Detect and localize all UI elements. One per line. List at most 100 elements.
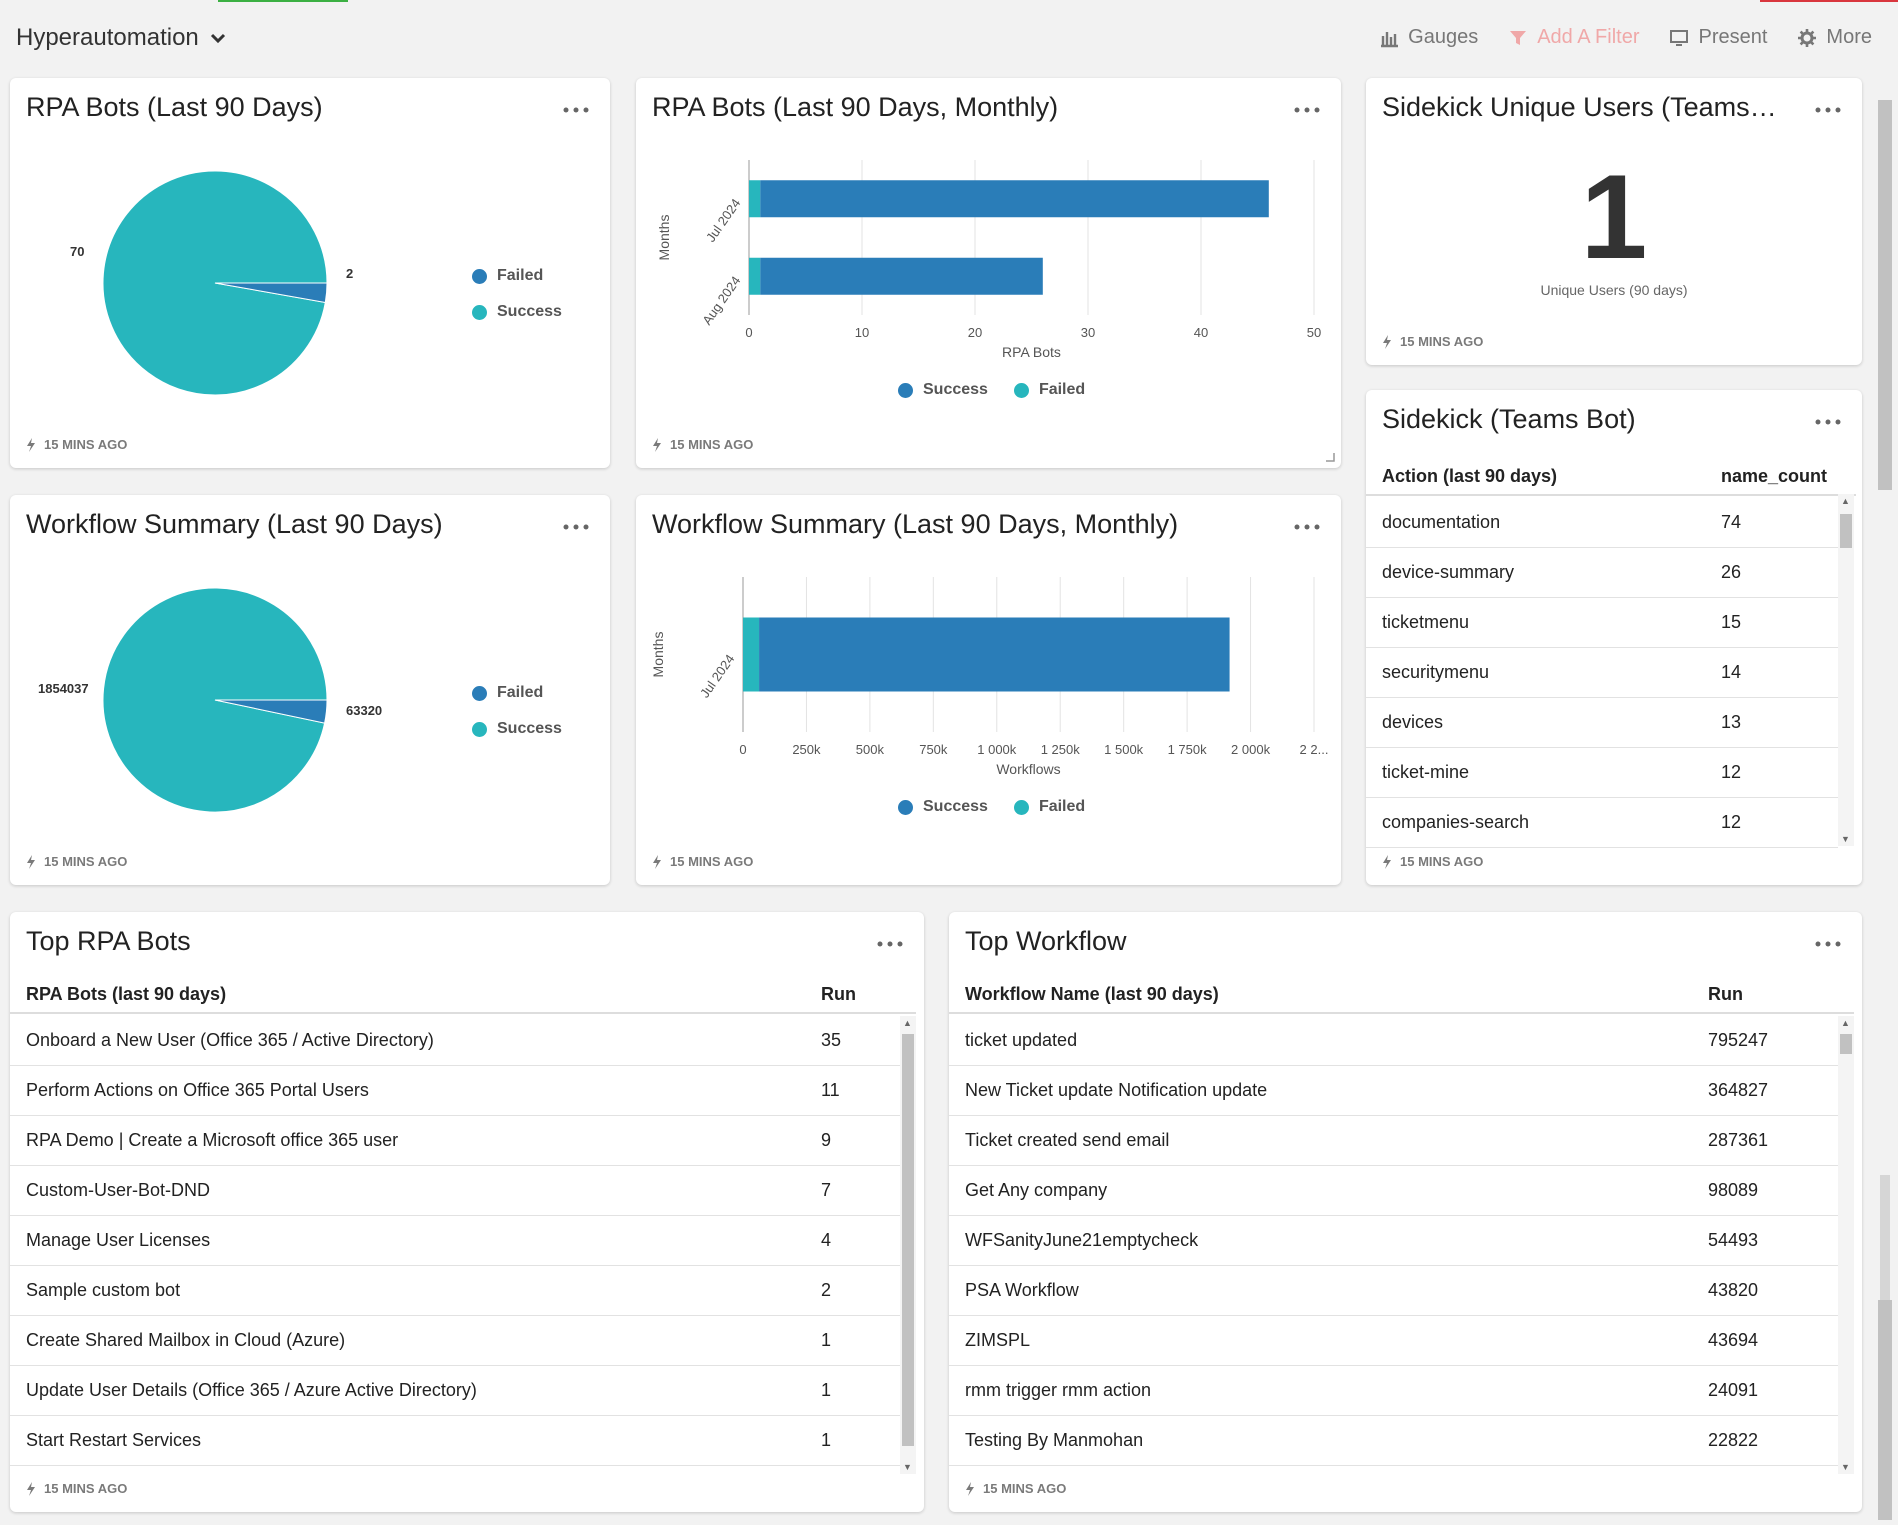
column-header[interactable]: RPA Bots (last 90 days) bbox=[26, 984, 227, 1004]
table-row[interactable]: securitymenu 14 bbox=[1366, 648, 1838, 698]
legend-item-success[interactable]: Success bbox=[898, 372, 988, 408]
legend-item-success[interactable]: Success bbox=[898, 789, 988, 825]
table-row[interactable]: Start Restart Services 1 bbox=[10, 1416, 900, 1466]
card-menu-button[interactable] bbox=[1814, 928, 1842, 954]
table-row[interactable]: rmm trigger rmm action 24091 bbox=[949, 1366, 1838, 1416]
table-row[interactable]: Sample custom bot 2 bbox=[10, 1266, 900, 1316]
table-header: RPA Bots (last 90 days) Run bbox=[10, 974, 916, 1014]
page-scrollbar-thumb-lower[interactable] bbox=[1878, 1300, 1892, 1520]
table-row[interactable]: Ticket created send email 287361 bbox=[949, 1116, 1838, 1166]
cell-count: 74 bbox=[1721, 512, 1742, 532]
card-menu-button[interactable] bbox=[876, 928, 904, 954]
table-row[interactable]: ticket-mine 12 bbox=[1366, 748, 1838, 798]
card-menu-button[interactable] bbox=[562, 94, 590, 120]
cell-name: Testing By Manmohan bbox=[965, 1430, 1144, 1450]
table-row[interactable]: devices 13 bbox=[1366, 698, 1838, 748]
table-row[interactable]: Onboard a New User (Office 365 / Active … bbox=[10, 1016, 900, 1066]
pie-slices bbox=[102, 170, 328, 396]
pie-slice-failed bbox=[214, 699, 328, 724]
cell-count: 364827 bbox=[1708, 1080, 1769, 1100]
table-row[interactable]: Custom-User-Bot-DND 7 bbox=[10, 1166, 900, 1216]
cell-name: Ticket created send email bbox=[965, 1130, 1170, 1150]
scrollbar-thumb[interactable] bbox=[1840, 1034, 1852, 1054]
y-axis-label: Months bbox=[656, 215, 672, 261]
card-menu-button[interactable] bbox=[1814, 406, 1842, 432]
cell-name: Perform Actions on Office 365 Portal Use… bbox=[26, 1080, 369, 1100]
legend-item-failed[interactable]: Failed bbox=[472, 675, 562, 711]
table-row[interactable]: Create Shared Mailbox in Cloud (Azure) 1 bbox=[10, 1316, 900, 1366]
y-axis-label: Months bbox=[650, 632, 666, 678]
cell-name: Start Restart Services bbox=[26, 1430, 202, 1450]
cell-name: documentation bbox=[1382, 512, 1501, 532]
legend-item-failed[interactable]: Failed bbox=[1013, 789, 1085, 825]
table-scrollbar[interactable]: ▲ ▼ bbox=[1838, 1016, 1854, 1474]
column-header[interactable]: Workflow Name (last 90 days) bbox=[965, 984, 1219, 1004]
x-tick-label: 2 000k bbox=[1231, 742, 1271, 757]
table-row[interactable]: Update User Details (Office 365 / Azure … bbox=[10, 1366, 900, 1416]
table-row[interactable]: RPA Demo | Create a Microsoft office 365… bbox=[10, 1116, 900, 1166]
card-top-rpa-bots: Top RPA Bots RPA Bots (last 90 days) Run… bbox=[10, 912, 924, 1512]
table-row[interactable]: device-summary 26 bbox=[1366, 548, 1838, 598]
table-row[interactable]: Testing By Manmohan 22822 bbox=[949, 1416, 1838, 1466]
card-footer: 15 MINS AGO bbox=[26, 1481, 127, 1496]
table-row[interactable]: WFSanityJune21emptycheck 54493 bbox=[949, 1216, 1838, 1266]
column-header[interactable]: Action (last 90 days) bbox=[1382, 466, 1558, 486]
legend-item-success[interactable]: Success bbox=[472, 711, 562, 747]
page-scrollbar-thumb-secondary[interactable] bbox=[1880, 1175, 1890, 1323]
cell-name: PSA Workflow bbox=[965, 1280, 1079, 1300]
table-scrollbar[interactable]: ▲ ▼ bbox=[900, 1016, 916, 1474]
present-button[interactable]: Present bbox=[1669, 26, 1767, 49]
cell-count: 24091 bbox=[1708, 1380, 1759, 1400]
card-title: Sidekick (Teams Bot) bbox=[1382, 404, 1636, 434]
legend-item-failed[interactable]: Failed bbox=[1013, 372, 1085, 408]
legend-item-success[interactable]: Success bbox=[472, 294, 562, 330]
table-row[interactable]: ZIMSPL 43694 bbox=[949, 1316, 1838, 1366]
legend-item-failed[interactable]: Failed bbox=[472, 258, 562, 294]
table-row[interactable]: PSA Workflow 43820 bbox=[949, 1266, 1838, 1316]
page-scrollbar[interactable] bbox=[1876, 80, 1894, 1520]
cell-name: WFSanityJune21emptycheck bbox=[965, 1230, 1199, 1250]
more-horizontal-icon bbox=[1815, 107, 1841, 113]
table-row[interactable]: ticket updated 795247 bbox=[949, 1016, 1838, 1066]
scrollbar-thumb[interactable] bbox=[902, 1034, 914, 1446]
table-row[interactable]: Get Any company 98089 bbox=[949, 1166, 1838, 1216]
workflow-monthly-bar-chart: 0 250k 500k 750k 1 000k 1 250k 1 500k 1 750k 2 0… bbox=[650, 577, 1328, 777]
column-header[interactable]: Run bbox=[821, 984, 856, 1004]
table-body: Onboard a New User (Office 365 / Active … bbox=[10, 1016, 900, 1476]
bar-success bbox=[760, 180, 1269, 218]
cell-name: ZIMSPL bbox=[965, 1330, 1031, 1350]
more-horizontal-icon bbox=[1815, 419, 1841, 425]
table-row[interactable]: ticketmenu 15 bbox=[1366, 598, 1838, 648]
scrollbar-thumb[interactable] bbox=[1840, 514, 1852, 548]
card-menu-button[interactable] bbox=[1814, 94, 1842, 120]
cell-count: 14 bbox=[1721, 662, 1742, 682]
table-row[interactable]: companies-search 12 bbox=[1366, 798, 1838, 848]
y-tick-label: Aug 2024 bbox=[699, 273, 743, 327]
add-filter-button[interactable]: Add A Filter bbox=[1508, 26, 1639, 49]
more-horizontal-icon bbox=[1294, 107, 1320, 113]
more-button[interactable]: More bbox=[1797, 26, 1872, 49]
cell-count: 35 bbox=[821, 1030, 842, 1050]
column-header[interactable]: name_count bbox=[1721, 466, 1828, 486]
column-header[interactable]: Run bbox=[1708, 984, 1743, 1004]
table-row[interactable]: Perform Actions on Office 365 Portal Use… bbox=[10, 1066, 900, 1116]
dashboard-title: Hyperautomation bbox=[16, 24, 199, 51]
resize-handle-icon[interactable] bbox=[1325, 452, 1335, 462]
table-row[interactable]: Manage User Licenses 4 bbox=[10, 1216, 900, 1266]
dashboard-selector[interactable]: Hyperautomation bbox=[16, 24, 227, 52]
table-row[interactable]: documentation 74 bbox=[1366, 498, 1838, 548]
card-workflow-summary-monthly: Workflow Summary (Last 90 Days, Monthly)… bbox=[636, 495, 1341, 885]
cell-name: Onboard a New User (Office 365 / Active … bbox=[26, 1030, 434, 1050]
table-scrollbar[interactable]: ▲ ▼ bbox=[1838, 494, 1854, 846]
card-title: RPA Bots (Last 90 Days) bbox=[26, 92, 323, 122]
page-scrollbar-thumb[interactable] bbox=[1878, 100, 1892, 490]
x-tick-label: 50 bbox=[1307, 325, 1321, 340]
table-row[interactable]: New Ticket update Notification update 364… bbox=[949, 1066, 1838, 1116]
x-axis-label: RPA Bots bbox=[1002, 344, 1061, 360]
card-menu-button[interactable] bbox=[562, 511, 590, 537]
gear-icon bbox=[1798, 28, 1817, 47]
gauges-button[interactable]: Gauges bbox=[1379, 26, 1478, 49]
card-menu-button[interactable] bbox=[1293, 94, 1321, 120]
cell-count: 54493 bbox=[1708, 1230, 1759, 1250]
card-menu-button[interactable] bbox=[1293, 511, 1321, 537]
